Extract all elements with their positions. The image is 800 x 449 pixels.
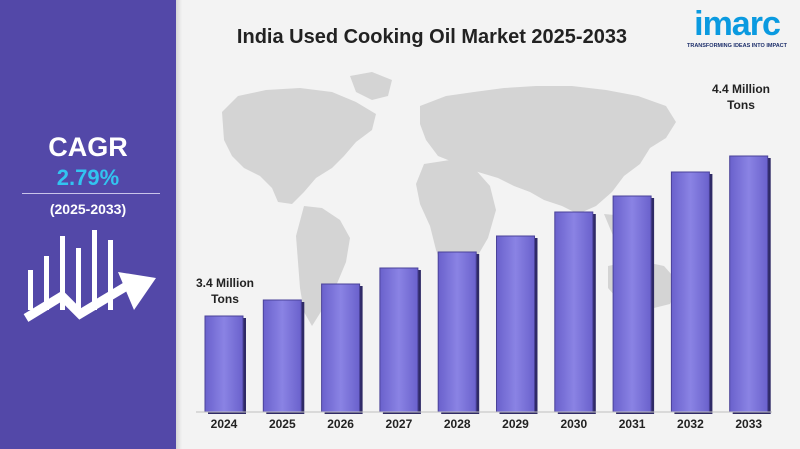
bar-2025 — [262, 299, 302, 413]
x-tick-2031: 2031 — [619, 417, 646, 431]
cagr-value: 2.79% — [56, 165, 120, 190]
bars-group — [204, 155, 771, 414]
x-tick-2033: 2033 — [735, 417, 762, 431]
x-tick-2028: 2028 — [444, 417, 471, 431]
bar-growth-arrow-icon — [23, 230, 156, 322]
bar-2030 — [554, 211, 594, 413]
x-tick-2030: 2030 — [560, 417, 587, 431]
end-value-callout: 4.4 Million Tons — [700, 81, 782, 113]
cagr-period: (2025-2033) — [49, 201, 127, 217]
bar-2026 — [321, 283, 361, 413]
x-tick-2025: 2025 — [269, 417, 296, 431]
cagr-divider — [22, 193, 160, 194]
logo-tagline: TRANSFORMING IDEAS INTO IMPACT — [686, 43, 788, 49]
x-tick-2024: 2024 — [211, 417, 238, 431]
cagr-label: CAGR — [48, 132, 128, 162]
start-value-line2: Tons — [211, 292, 239, 306]
logo-wordmark: imarc — [694, 5, 781, 43]
end-value-line1: 4.4 Million — [711, 82, 770, 96]
x-tick-labels: 2024 2025 2026 2027 2028 2029 2030 2031 2032 2033 — [211, 417, 763, 431]
bar-2031 — [612, 195, 652, 413]
x-tick-2029: 2029 — [502, 417, 529, 431]
bar-2033 — [729, 155, 769, 413]
x-tick-2026: 2026 — [327, 417, 354, 431]
start-value-line1: 3.4 Million — [195, 276, 254, 290]
end-value-line2: Tons — [727, 98, 755, 112]
start-value-callout: 3.4 Million Tons — [184, 275, 266, 307]
bar-2024 — [204, 315, 244, 413]
imarc-logo: imarc TRANSFORMING IDEAS INTO IMPACT — [680, 6, 794, 52]
bar-2029 — [496, 235, 535, 413]
sidebar-shadow — [176, 0, 182, 449]
bar-2028 — [437, 251, 477, 413]
chart-title: India Used Cooking Oil Market 2025-2033 — [236, 26, 628, 48]
x-tick-2027: 2027 — [386, 417, 413, 431]
bar-2027 — [379, 267, 419, 413]
cagr-panel: CAGR 2.79% (2025-2033) — [0, 0, 176, 449]
bar-2032 — [670, 171, 710, 413]
x-tick-2032: 2032 — [677, 417, 704, 431]
